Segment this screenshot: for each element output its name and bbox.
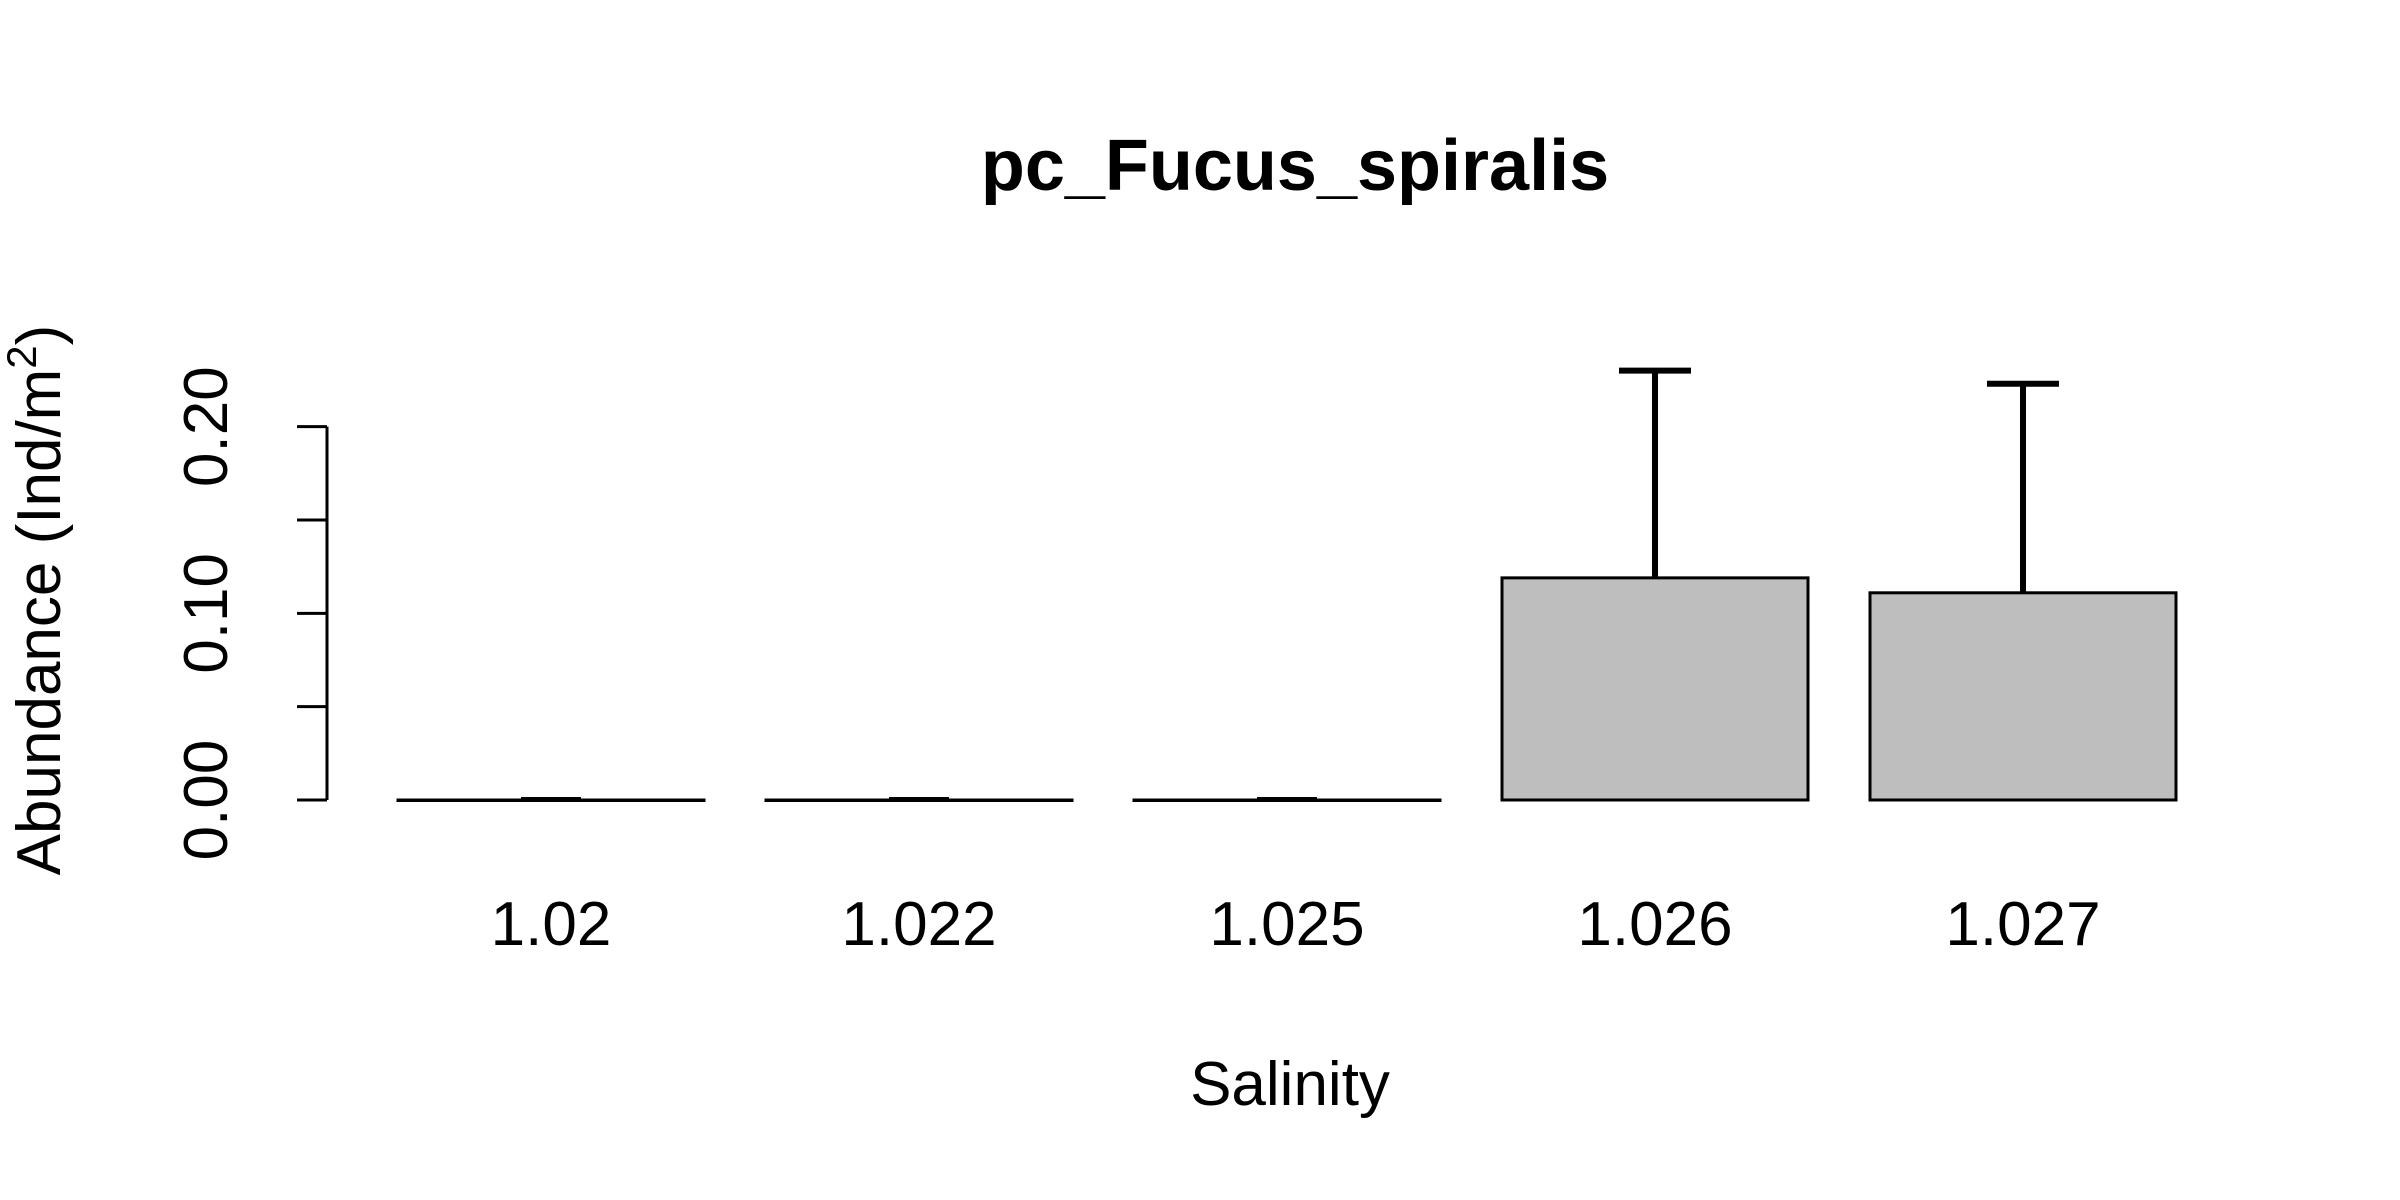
y-axis-label-close: ) (5, 325, 74, 346)
y-axis-label-superscript: 2 (0, 345, 45, 368)
error-bars-layer (521, 367, 2059, 801)
x-tick-label: 1.025 (1209, 890, 1364, 959)
x-tick-label: 1.02 (491, 890, 612, 959)
x-axis-label: Salinity (1190, 1050, 1390, 1119)
y-axis-label-main: Abundance (Ind/m (5, 369, 74, 876)
y-axis-label: Abundance (Ind/m2) (0, 325, 74, 876)
y-tick-label: 0.00 (172, 740, 241, 861)
x-tick-label: 1.026 (1577, 890, 1732, 959)
y-axis: 0.00 0.10 0.20 (172, 366, 329, 861)
x-tick-label: 1.022 (841, 890, 996, 959)
bar (1500, 576, 1810, 802)
chart-title: pc_Fucus_spiralis (981, 126, 1609, 206)
y-tick-label: 0.10 (172, 553, 241, 674)
y-tick-label: 0.20 (172, 366, 241, 487)
x-tick-labels: 1.02 1.022 1.025 1.026 1.027 (491, 890, 2101, 959)
bars-layer (396, 576, 2178, 802)
bar (1868, 591, 2178, 802)
x-tick-label: 1.027 (1945, 890, 2100, 959)
